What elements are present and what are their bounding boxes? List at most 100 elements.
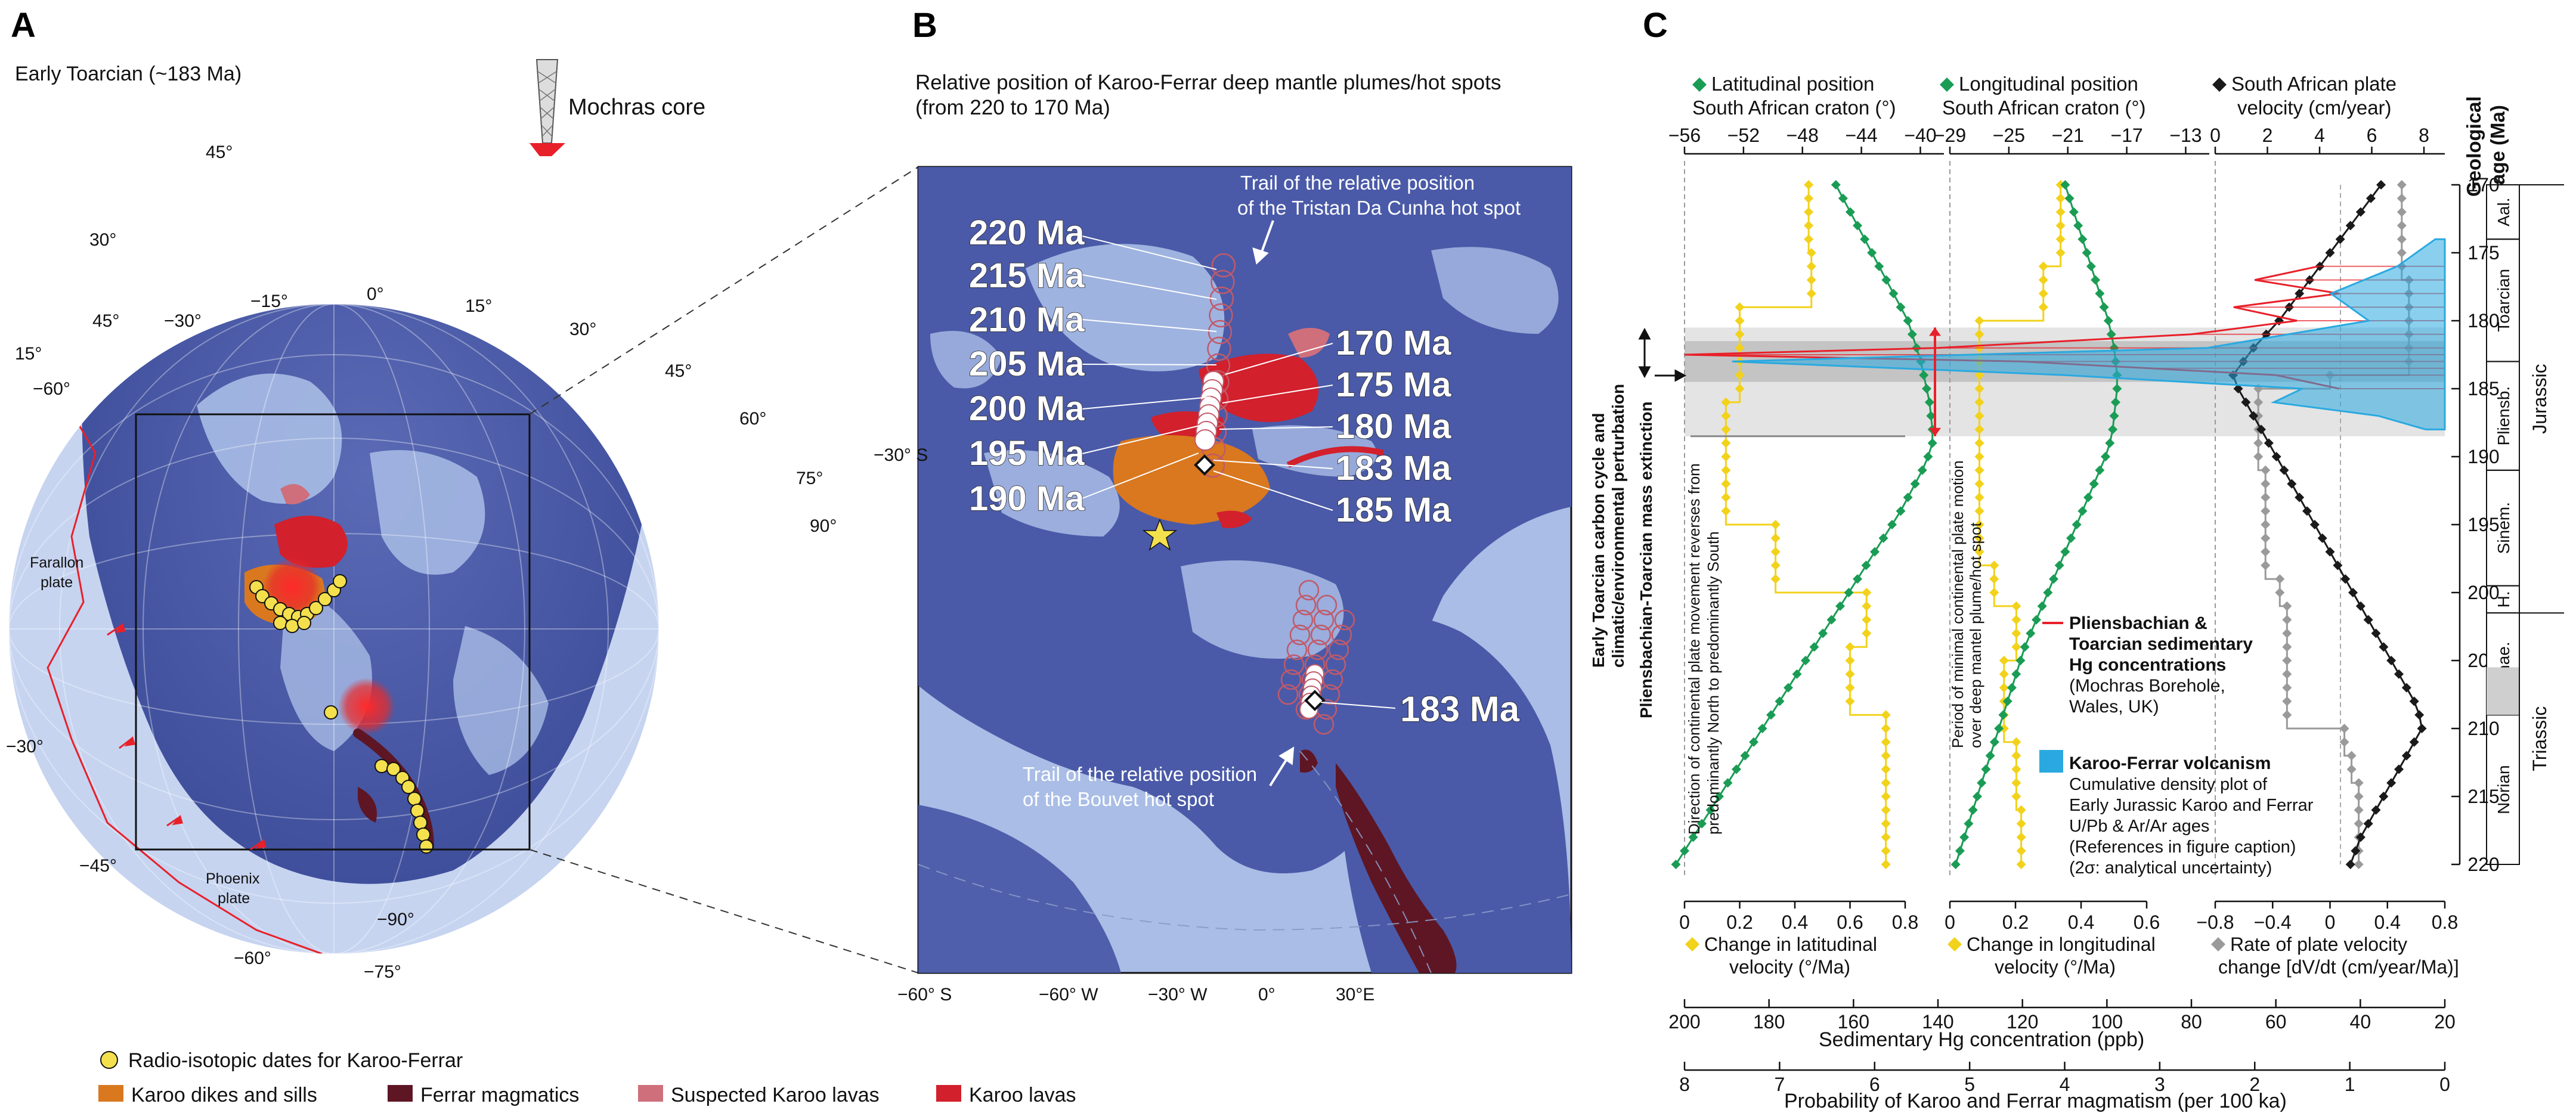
lon-series-point [2086, 261, 2096, 271]
dlat-series-point [1881, 724, 1891, 733]
dlat-series-point [1804, 234, 1814, 244]
legend-suspected-swatch [638, 1085, 663, 1102]
vel-series-point [2363, 615, 2373, 625]
vel-series-point [2295, 289, 2305, 299]
dlon-series-point [2016, 832, 2026, 842]
dvdt-axis-tick-label: −0.8 [2196, 912, 2234, 933]
kf-probability-area [1732, 238, 2446, 430]
lon-axis-tick-label: −17 [2110, 125, 2142, 146]
dlon-axis-tick-label: 0.6 [2134, 912, 2160, 933]
dlon-series-point [2016, 819, 2026, 829]
dlat-series-point [1735, 329, 1745, 339]
lon-series-point [1994, 724, 2004, 733]
vel-series-point [2233, 384, 2243, 393]
lon-series-point [2099, 302, 2109, 312]
dated-dot [285, 619, 299, 633]
lon-series-point [2106, 329, 2116, 339]
lat-series-point [1910, 479, 1920, 489]
dlon-series-point [1974, 465, 1984, 475]
hg-axis-tick-label: 20 [2434, 1011, 2456, 1033]
vel-series-point [2333, 560, 2343, 571]
vel-series-point [2325, 248, 2335, 258]
note-direction-2: predominantly North to predominantly Sou… [1704, 531, 1722, 835]
vel-series-point [2295, 492, 2305, 503]
legend-dates-swatch [100, 1051, 118, 1069]
stage-label: Sinem. [2494, 502, 2513, 554]
karoo-dikes-b [1113, 435, 1270, 525]
bouvet-trail-circle [1283, 654, 1305, 675]
vel-series-point [2371, 805, 2381, 815]
dvdt-series-point [2282, 669, 2292, 679]
dated-dot [374, 759, 389, 773]
map-x-label-1: −60° S [897, 985, 952, 1005]
dated-dot [386, 762, 401, 776]
vel-series-point [2363, 819, 2373, 829]
dvdt-series-point [2282, 696, 2292, 706]
dlat-series-point [1881, 792, 1891, 801]
dlat-series-point [1806, 248, 1816, 258]
prob-axis-tick-label: 6 [1869, 1074, 1880, 1095]
vel-axis-tick-label: 8 [2419, 125, 2429, 146]
panel-b-letter: B [912, 6, 937, 45]
svg-text:−60°: −60° [33, 379, 70, 399]
lon-series-point [1964, 819, 1974, 829]
suspected-lavas-a [280, 484, 310, 504]
age-label-215: 215 Ma [969, 256, 1085, 295]
dlat-series-point [1721, 506, 1731, 516]
lat-series-point [1838, 193, 1848, 203]
vel-series-point [2271, 452, 2281, 461]
dlon-series-point [1974, 533, 1984, 543]
dlat-series-point [1770, 520, 1781, 529]
lat-series-point [1723, 778, 1733, 788]
dlon-axis-tick-label: 0.4 [2068, 912, 2094, 933]
dated-dot [318, 592, 332, 606]
tristan-trail-circle [1209, 303, 1233, 328]
panel-b: B Relative position of Karoo-Ferrar deep… [874, 6, 1572, 1005]
dvdt-series-point [2261, 465, 2271, 475]
plate-motion-arrows [107, 622, 267, 851]
bouvet-trail-circle [1286, 639, 1308, 661]
vel-series-point [2279, 465, 2289, 475]
lon-series-point [1968, 805, 1978, 815]
lat-series-point [1714, 792, 1724, 801]
lon-series-point [2108, 424, 2118, 435]
vel-series-point [2379, 642, 2389, 652]
dlon-series-point [1974, 370, 1984, 380]
star-marker [1142, 518, 1178, 551]
dlon-series-point [1974, 506, 1984, 516]
dlat-axis-tick-label: 0.4 [1782, 912, 1808, 933]
age-label-190: 190 Ma [969, 479, 1085, 518]
vel-series-point [2309, 520, 2320, 529]
age-label-205: 205 Ma [969, 345, 1085, 383]
vel-series-point [2317, 533, 2327, 543]
dvdt-axis-tick-label: −0.4 [2254, 912, 2292, 933]
dvdt-label-1: Rate of plate velocity [2230, 934, 2407, 955]
lat-series-point [1867, 248, 1877, 258]
dlon-series-point [1974, 397, 1984, 407]
lat-series-point [1922, 384, 1931, 393]
dlon-series-point [1999, 669, 2009, 679]
note-minimal-2: over deep mantel plume/hot spot [1967, 522, 1984, 748]
dlon-series-point [2055, 207, 2066, 217]
vel-series-point [2345, 860, 2355, 869]
vel-series-point [2340, 574, 2351, 584]
legend-kf-title: Karoo-Ferrar volcanism [2069, 754, 2271, 773]
lon-title-marker [1940, 77, 1954, 92]
dlat-series-point [1806, 275, 1816, 285]
dlon-series-point [2011, 642, 2021, 652]
dlon-series-point [1989, 560, 1999, 571]
dlat-series-point [1770, 547, 1781, 557]
age-label-170: 170 Ma [1336, 324, 1451, 362]
lon-series-point [2072, 520, 2082, 529]
lat-series-point [1903, 492, 1913, 503]
prob-axis-tick-label: 2 [2249, 1074, 2260, 1095]
dlat-series-point [1845, 696, 1855, 706]
dlon-series-point [2011, 628, 2021, 638]
dvdt-series-point [2339, 737, 2349, 747]
lon-series-point [1998, 710, 2008, 720]
dvdt-axis-tick-label: 0.4 [2374, 912, 2401, 933]
vel-series-point [2256, 424, 2266, 435]
lat-series-point [1927, 438, 1937, 448]
panel-a: A Early Toarcian (~183 Ma) [6, 6, 919, 982]
age-label-175: 175 Ma [1336, 365, 1451, 404]
